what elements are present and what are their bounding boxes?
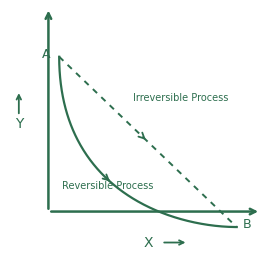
Text: Irreversible Process: Irreversible Process (133, 93, 228, 103)
Text: B: B (243, 218, 252, 231)
Text: A: A (41, 48, 50, 61)
Text: X: X (143, 236, 153, 249)
Text: Y: Y (15, 117, 23, 131)
Text: Reversible Process: Reversible Process (62, 181, 153, 191)
